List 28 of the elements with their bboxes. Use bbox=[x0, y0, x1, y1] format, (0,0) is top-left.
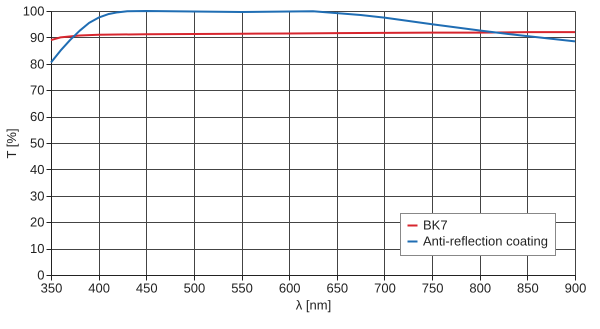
x-tick-label: 850 bbox=[517, 280, 539, 296]
y-tick-label: 0 bbox=[37, 268, 44, 282]
x-tick-label: 400 bbox=[88, 280, 110, 296]
y-tick-label: 30 bbox=[30, 188, 44, 204]
legend-label: Anti-reflection coating bbox=[423, 234, 548, 248]
y-tick-label: 70 bbox=[30, 82, 44, 98]
y-tick-label: 80 bbox=[30, 56, 44, 72]
x-tick-label: 900 bbox=[564, 280, 586, 296]
x-tick-label: 450 bbox=[136, 280, 158, 296]
x-tick-label: 350 bbox=[40, 280, 62, 296]
x-tick-label: 750 bbox=[422, 280, 444, 296]
line-series bbox=[50, 31, 576, 42]
y-tick-label: 90 bbox=[30, 30, 44, 45]
y-tick-label: 100 bbox=[22, 4, 44, 18]
y-tick-label: 40 bbox=[30, 162, 44, 177]
y-tick-label: 60 bbox=[30, 109, 44, 124]
x-tick-label: 550 bbox=[231, 280, 253, 296]
x-tick-label: 650 bbox=[326, 280, 348, 296]
y-axis-title: T [%] bbox=[4, 128, 19, 159]
x-axis-title: λ [nm] bbox=[296, 298, 332, 312]
x-tick-label: 800 bbox=[469, 280, 492, 296]
x-tick-label: 500 bbox=[184, 280, 206, 296]
x-tick-label: 700 bbox=[374, 280, 396, 296]
y-tick-label: 20 bbox=[30, 214, 44, 230]
y-tick-label: 10 bbox=[30, 241, 44, 256]
x-tick-label: 600 bbox=[278, 280, 301, 296]
legend-label: BK7 bbox=[423, 218, 448, 232]
y-tick-label: 50 bbox=[30, 136, 44, 150]
